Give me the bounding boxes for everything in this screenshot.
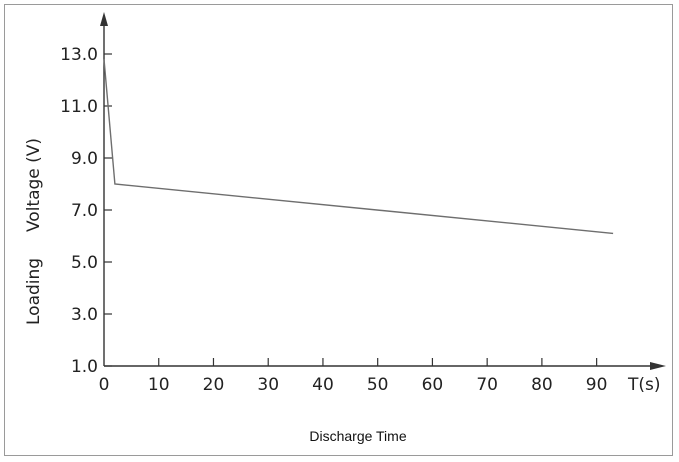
x-tick-label: 80: [531, 375, 553, 395]
chart-frame: [4, 4, 673, 456]
y-axis-label-loading: Loading: [24, 258, 44, 325]
x-tick-label: 30: [257, 375, 279, 395]
x-axis-unit-label: T(s): [627, 375, 661, 395]
series-line: [103, 59, 614, 235]
y-axis-ticks: 1.0 3.0 5.0 7.0 9.0 11.0 13.0: [60, 45, 112, 377]
y-tick-label: 9.0: [71, 149, 98, 169]
x-tick-label: 10: [148, 375, 170, 395]
x-tick-label: 60: [422, 375, 444, 395]
y-tick-label: 3.0: [71, 305, 98, 325]
y-tick-label: 1.0: [71, 357, 98, 377]
x-tick-label: 50: [367, 375, 389, 395]
y-tick-label: 13.0: [60, 45, 98, 65]
y-axis-arrow: [100, 12, 108, 26]
x-axis-arrow: [650, 362, 666, 370]
y-axis-label-voltage: Voltage (V): [24, 138, 44, 232]
y-tick-label: 5.0: [71, 253, 98, 273]
x-tick-label: 90: [586, 375, 608, 395]
x-axis-caption: Discharge Time: [309, 428, 406, 444]
x-tick-label: 20: [203, 375, 225, 395]
x-tick-label: 0: [99, 375, 110, 395]
y-tick-label: 7.0: [71, 201, 98, 221]
x-axis-ticks: 0 10 20 30 40 50 60 70 80 90: [99, 358, 608, 395]
x-tick-label: 40: [312, 375, 334, 395]
x-tick-label: 70: [476, 375, 498, 395]
y-tick-label: 11.0: [60, 97, 98, 117]
